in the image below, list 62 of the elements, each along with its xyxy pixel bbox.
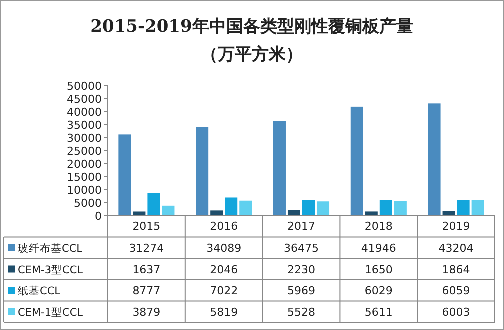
y-tick-label: 15000 [67, 171, 102, 184]
data-label: 6029 [364, 284, 393, 298]
x-tick-label: 2015 [132, 220, 161, 233]
y-tick-label: 40000 [67, 106, 102, 119]
data-label: 5819 [210, 306, 238, 319]
data-label: 5528 [288, 306, 316, 319]
chart-title: 2015-2019年中国各类型刚性覆铜板产量 [90, 17, 414, 37]
y-tick-label: 0 [95, 210, 102, 223]
data-label: 2230 [288, 263, 316, 276]
data-label: 8777 [132, 284, 161, 298]
bar [457, 200, 470, 216]
legend-label: CEM-1型CCL [18, 306, 84, 319]
bar [148, 193, 160, 216]
bar [472, 200, 484, 216]
bar [273, 121, 286, 216]
x-tick-label: 2017 [288, 220, 316, 233]
y-tick-label: 50000 [67, 80, 102, 93]
y-tick-label: 20000 [67, 158, 102, 171]
bar [196, 127, 209, 216]
bar [365, 212, 378, 216]
y-tick-label: 45000 [67, 93, 102, 106]
data-label: 1864 [442, 263, 470, 276]
bar [240, 200, 252, 216]
y-tick-label: 35000 [67, 119, 102, 132]
chart-subtitle: （万平方米） [201, 45, 303, 65]
legend-label: 纸基CCL [18, 284, 61, 298]
y-tick-label: 10000 [67, 184, 102, 197]
data-label: 2046 [210, 263, 238, 276]
data-label: 34089 [206, 242, 242, 255]
data-label: 1650 [364, 263, 393, 276]
data-label: 43204 [438, 242, 474, 255]
y-tick-label: 30000 [67, 132, 102, 145]
bar [380, 200, 392, 216]
x-tick-label: 2018 [364, 220, 393, 233]
bar [442, 211, 456, 216]
legend-label: 玻纤布基CCL [18, 242, 83, 255]
data-label: 36475 [284, 242, 319, 255]
bar [225, 198, 238, 216]
y-tick-label: 25000 [67, 145, 102, 158]
x-tick-label: 2016 [210, 220, 238, 233]
data-label: 31274 [129, 242, 164, 255]
bar [133, 212, 146, 216]
bar [317, 202, 330, 216]
data-label: 5969 [288, 284, 316, 298]
data-label: 5611 [364, 306, 393, 319]
data-label: 6059 [442, 284, 470, 298]
bar [162, 206, 175, 216]
bar [210, 210, 224, 216]
bar [302, 200, 316, 216]
bar [394, 201, 407, 216]
data-label: 41946 [361, 242, 396, 255]
data-label: 3879 [132, 306, 161, 319]
bar [118, 134, 132, 216]
legend-label: CEM-3型CCL [18, 264, 84, 276]
x-tick-label: 2019 [442, 220, 470, 233]
y-tick-label: 5000 [74, 197, 102, 210]
bar [428, 104, 441, 216]
data-label: 7022 [210, 284, 238, 298]
bar [350, 106, 364, 216]
data-label: 1637 [132, 263, 161, 276]
bar [288, 210, 300, 216]
data-label: 6003 [442, 306, 470, 319]
